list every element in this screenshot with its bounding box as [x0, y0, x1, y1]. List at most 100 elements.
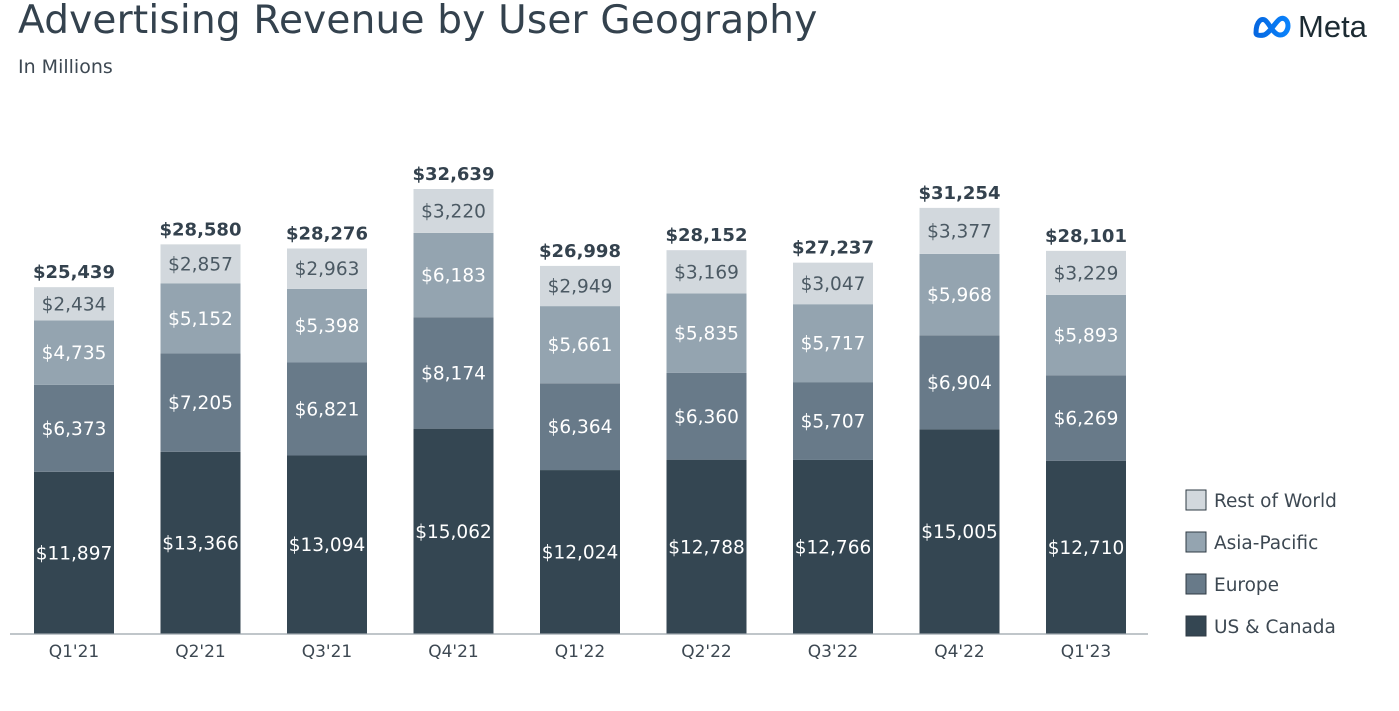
bar-segment-us-canada	[540, 470, 620, 634]
bar-segment-europe	[34, 384, 114, 472]
bar-segment-us-canada	[413, 428, 494, 634]
bar-segment-asia-pacific	[919, 253, 1000, 336]
legend-label-rest-of-world: Rest of World	[1214, 491, 1337, 512]
x-tick-label: Q4'22	[934, 642, 985, 662]
segment-value-label: $3,169	[674, 262, 739, 283]
bar-segment-europe	[413, 317, 494, 429]
meta-wordmark: Meta	[1298, 9, 1367, 44]
segment-value-label: $3,377	[927, 221, 992, 242]
bar-segment-rest-of-world	[413, 189, 494, 233]
bar-total-label: $27,237	[792, 238, 874, 259]
segment-value-label: $6,373	[42, 419, 107, 440]
x-tick-label: Q3'22	[808, 642, 859, 662]
segment-value-label: $2,434	[42, 294, 107, 315]
segment-value-label: $15,005	[921, 522, 998, 543]
segment-value-label: $12,024	[542, 543, 619, 564]
x-tick-label: Q4'21	[428, 642, 479, 662]
chart-title: Advertising Revenue by User Geography	[18, 0, 818, 43]
bar-segment-rest-of-world	[1046, 250, 1126, 295]
legend-label-us-canada: US & Canada	[1214, 617, 1336, 638]
segment-value-label: $3,220	[421, 201, 486, 222]
segment-value-label: $6,364	[548, 417, 613, 438]
legend-swatch-asia-pacific	[1185, 531, 1207, 553]
bar-segment-us-canada	[919, 429, 1000, 634]
segment-value-label: $5,717	[801, 334, 866, 355]
bar-total-label: $28,276	[286, 223, 368, 244]
segment-value-label: $6,269	[1054, 408, 1119, 429]
segment-value-label: $5,152	[168, 309, 233, 330]
segment-value-label: $12,766	[795, 537, 872, 558]
segment-value-label: $5,893	[1054, 326, 1119, 347]
meta-logo: Meta	[1250, 7, 1390, 47]
segment-value-label: $5,835	[674, 324, 739, 345]
bar-segment-us-canada	[793, 459, 873, 634]
x-tick-label: Q1'23	[1061, 642, 1112, 662]
x-tick-label: Q3'21	[302, 642, 353, 662]
segment-value-label: $5,398	[295, 316, 360, 337]
segment-value-label: $6,183	[421, 266, 486, 287]
x-tick-label: Q2'21	[175, 642, 226, 662]
segment-value-label: $13,366	[162, 533, 239, 554]
bar-segment-asia-pacific	[413, 232, 494, 318]
bar-total-label: $32,639	[413, 164, 495, 185]
segment-value-label: $12,788	[668, 537, 745, 558]
segment-value-label: $15,062	[415, 522, 492, 543]
segment-value-label: $3,229	[1054, 263, 1119, 284]
bar-segment-europe	[287, 362, 367, 456]
segment-value-label: $6,904	[927, 373, 992, 394]
legend-label-europe: Europe	[1214, 575, 1279, 596]
meta-infinity-icon	[1253, 15, 1291, 38]
bar-total-label: $26,998	[539, 241, 621, 262]
bar-segment-asia-pacific	[540, 306, 620, 384]
x-tick-labels: Q1'21 Q2'21 Q3'21 Q4'21 Q1'22 Q2'22 Q3'22 Q4'22…	[49, 642, 1112, 662]
segment-value-label: $5,968	[927, 285, 992, 306]
x-tick-label: Q2'22	[681, 642, 732, 662]
bar-segment-europe	[919, 335, 1000, 430]
bar-segment-rest-of-world	[666, 250, 747, 294]
segment-value-label: $5,661	[548, 335, 613, 356]
segment-value-label: $6,360	[674, 407, 739, 428]
segment-value-label: $13,094	[289, 535, 366, 556]
segment-value-label: $7,205	[168, 393, 233, 414]
bar-segment-europe	[1046, 375, 1126, 461]
legend-swatch-europe	[1185, 573, 1207, 595]
x-tick-label: Q1'21	[49, 642, 100, 662]
bar-segment-rest-of-world	[160, 244, 241, 284]
bar-segment-asia-pacific	[160, 283, 241, 354]
legend-swatch-rest-of-world	[1185, 489, 1207, 511]
bar-segment-rest-of-world	[287, 248, 367, 289]
segment-value-label: $11,897	[36, 543, 113, 564]
bar-segment-rest-of-world	[919, 207, 1000, 254]
bar-segment-asia-pacific	[666, 293, 747, 373]
bar-total-label: $28,101	[1045, 226, 1127, 247]
bar-total-label: $28,152	[666, 225, 748, 246]
bar-segment-asia-pacific	[287, 288, 367, 363]
chart-subtitle: In Millions	[18, 56, 113, 78]
x-tick-label: Q1'22	[555, 642, 606, 662]
legend-label-asia-pacific: Asia-Pacific	[1214, 533, 1318, 554]
bar-segment-europe	[793, 382, 873, 460]
bar-segment-rest-of-world	[34, 287, 114, 321]
bar-segment-europe	[540, 383, 620, 471]
bar-segment-rest-of-world	[793, 262, 873, 305]
segment-value-label: $5,707	[801, 412, 866, 433]
bars-layer: $11,897 $6,373 $4,735 $2,434 $25,439 $13,366 $…	[33, 164, 1127, 634]
segment-value-label: $6,821	[295, 399, 360, 420]
legend: Rest of World Asia-Pacific Europe US & Cana…	[1185, 489, 1337, 638]
segment-value-label: $12,710	[1048, 538, 1125, 559]
segment-value-label: $4,735	[42, 343, 107, 364]
bar-total-label: $25,439	[33, 262, 115, 283]
bar-segment-asia-pacific	[793, 304, 873, 383]
bar-segment-asia-pacific	[1046, 294, 1126, 376]
bar-segment-rest-of-world	[540, 265, 620, 307]
bar-segment-us-canada	[34, 471, 114, 634]
segment-value-label: $2,963	[295, 259, 360, 280]
segment-value-label: $2,857	[168, 254, 233, 275]
segment-value-label: $2,949	[548, 277, 613, 298]
segment-value-label: $8,174	[421, 363, 486, 384]
bar-segment-europe	[160, 353, 241, 452]
legend-swatch-us-canada	[1185, 615, 1207, 637]
bar-segment-europe	[666, 372, 747, 460]
bar-segment-us-canada	[287, 455, 367, 634]
